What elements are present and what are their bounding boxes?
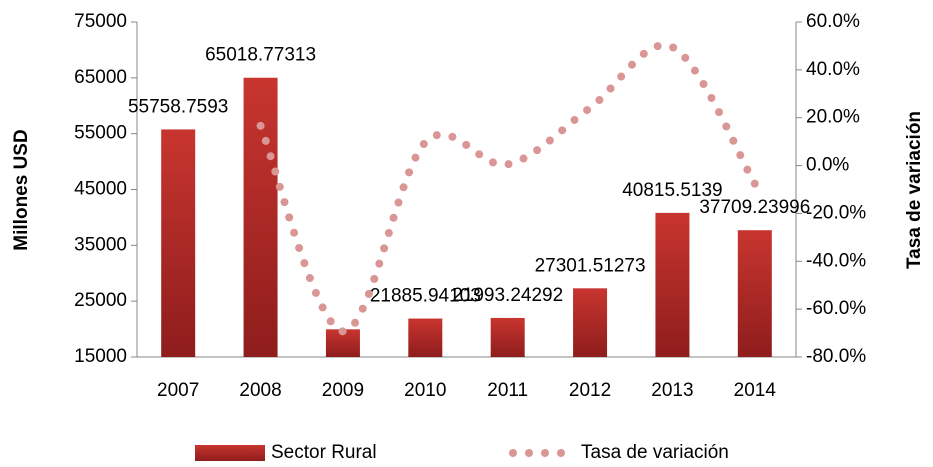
y2-tick-label: 0.0% — [806, 155, 849, 176]
y2-tick-label: -80.0% — [806, 346, 866, 367]
bar — [161, 129, 196, 357]
x-tick-label: 2013 — [651, 380, 693, 401]
y2-tick-label: 40.0% — [806, 59, 860, 80]
legend-label: Sector Rural — [271, 442, 377, 463]
x-tick-label: 2007 — [157, 380, 199, 401]
y-tick-label: 35000 — [74, 234, 127, 255]
y-tick-label: 25000 — [74, 290, 127, 311]
data-label: 21885.94103 — [370, 286, 481, 307]
y2-tick-label: -60.0% — [806, 298, 866, 319]
bar — [655, 212, 690, 357]
data-label: 21993.24292 — [452, 285, 563, 306]
bar — [490, 317, 525, 357]
y-tick-label: 65000 — [74, 67, 127, 88]
y-tick-label: 45000 — [74, 179, 127, 200]
x-tick-label: 2010 — [404, 380, 446, 401]
y-tick-label: 75000 — [74, 11, 127, 32]
x-tick-label: 2009 — [322, 380, 364, 401]
y-axis-title: Millones USD — [11, 129, 32, 250]
data-label: 65018.77313 — [205, 45, 316, 66]
x-tick-label: 2012 — [569, 380, 611, 401]
data-label: 37709.23996 — [699, 197, 810, 218]
x-tick-label: 2008 — [239, 380, 281, 401]
bar — [243, 77, 278, 357]
data-label: 55758.7593 — [128, 96, 228, 117]
y2-axis-title: Tasa de variación — [904, 111, 925, 269]
y2-tick-label: -40.0% — [806, 250, 866, 271]
legend-label: Tasa de variación — [581, 442, 729, 463]
bar — [737, 230, 772, 357]
data-label: 27301.51273 — [535, 255, 646, 276]
bar — [573, 288, 608, 357]
y-tick-label: 55000 — [74, 123, 127, 144]
y2-tick-label: -20.0% — [806, 202, 866, 223]
data-label: 40815.5139 — [622, 180, 722, 201]
y2-tick-label: 60.0% — [806, 11, 860, 32]
x-tick-label: 2014 — [734, 380, 777, 401]
legend-swatch — [195, 445, 265, 461]
y-tick-label: 15000 — [74, 346, 127, 367]
x-tick-label: 2011 — [487, 380, 528, 401]
bar — [408, 318, 443, 357]
line — [256, 41, 759, 336]
y2-tick-label: 20.0% — [806, 107, 860, 128]
